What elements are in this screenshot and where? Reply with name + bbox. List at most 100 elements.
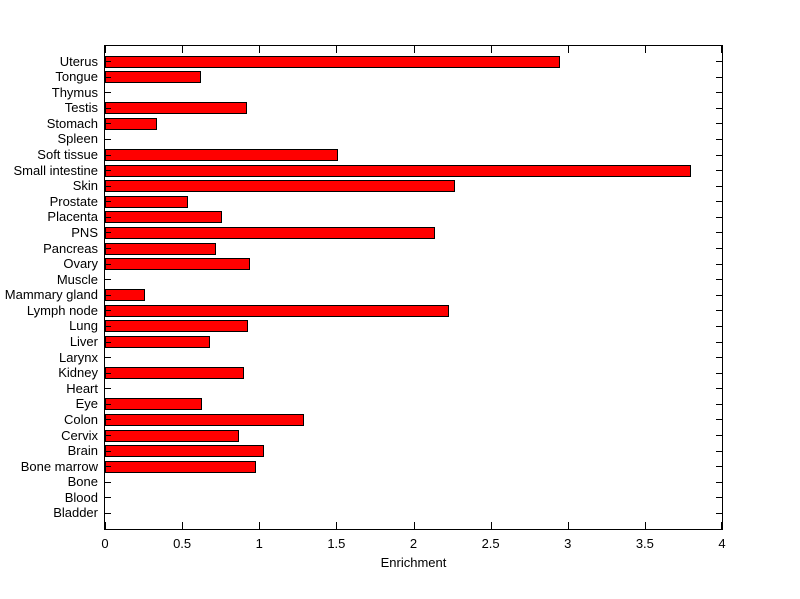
y-tick-left-thymus xyxy=(105,92,111,94)
bar-colon xyxy=(105,413,304,426)
y-tick-right-ovary xyxy=(716,263,722,265)
x-tick-bottom-2.5 xyxy=(490,522,492,529)
x-tick-top-0.5 xyxy=(182,46,184,53)
y-tick-right-placenta xyxy=(716,216,722,218)
x-tick-top-1.5 xyxy=(336,46,338,53)
y-tick-left-colon xyxy=(105,419,111,421)
y-tick-right-mammary-gland xyxy=(716,294,722,296)
y-tick-left-pns xyxy=(105,232,111,234)
bar-placenta xyxy=(105,211,223,224)
bar-lung xyxy=(105,320,249,333)
y-tick-left-small-intestine xyxy=(105,170,111,172)
bar-soft-tissue xyxy=(105,149,338,162)
x-tick-top-1 xyxy=(259,46,261,53)
bar-pns xyxy=(105,226,436,239)
y-label-liver: Liver xyxy=(69,334,98,350)
y-tick-left-kidney xyxy=(105,372,111,374)
y-tick-left-mammary-gland xyxy=(105,294,111,296)
plot-area xyxy=(104,45,723,530)
x-tick-label-2: 2 xyxy=(409,536,418,551)
y-tick-right-prostate xyxy=(716,201,722,203)
y-tick-right-thymus xyxy=(716,92,722,94)
bar-mammary-gland xyxy=(105,289,146,302)
bar-skin xyxy=(105,180,456,193)
y-tick-left-spleen xyxy=(105,138,111,140)
x-tick-top-2 xyxy=(413,46,415,53)
y-tick-left-testis xyxy=(105,107,111,109)
y-tick-left-pancreas xyxy=(105,248,111,250)
x-tick-label-3: 3 xyxy=(564,536,572,551)
y-label-cervix: Cervix xyxy=(61,427,98,443)
y-tick-right-small-intestine xyxy=(716,170,722,172)
y-tick-left-muscle xyxy=(105,279,111,281)
y-tick-right-bone xyxy=(716,481,722,483)
y-label-uterus: Uterus xyxy=(59,53,98,69)
x-tick-top-0 xyxy=(105,46,106,53)
x-tick-label-0.5: 0.5 xyxy=(173,536,192,551)
y-tick-left-uterus xyxy=(105,61,111,63)
y-tick-right-kidney xyxy=(716,372,722,374)
y-tick-right-lung xyxy=(716,325,722,327)
y-tick-left-cervix xyxy=(105,435,111,437)
y-label-spleen: Spleen xyxy=(57,131,98,147)
y-tick-right-spleen xyxy=(716,138,722,140)
x-axis-title: Enrichment xyxy=(380,555,447,570)
y-label-mammary-gland: Mammary gland xyxy=(4,287,98,303)
y-tick-right-blood xyxy=(716,497,722,499)
bar-uterus xyxy=(105,55,561,68)
bar-prostate xyxy=(105,195,189,208)
bar-testis xyxy=(105,102,247,115)
y-label-stomach: Stomach xyxy=(46,115,98,131)
x-tick-top-2.5 xyxy=(490,46,492,53)
x-tick-bottom-0.5 xyxy=(182,522,184,529)
x-tick-label-1: 1 xyxy=(255,536,263,551)
y-label-kidney: Kidney xyxy=(58,365,98,381)
x-tick-bottom-0 xyxy=(105,522,106,529)
x-tick-label-0: 0 xyxy=(101,536,109,551)
bar-liver xyxy=(105,336,210,349)
y-tick-left-skin xyxy=(105,185,111,187)
x-tick-bottom-1 xyxy=(259,522,261,529)
y-tick-right-eye xyxy=(716,403,722,405)
bar-small-intestine xyxy=(105,164,692,177)
bar-tongue xyxy=(105,71,201,84)
x-tick-label-1.5: 1.5 xyxy=(327,536,346,551)
y-tick-right-cervix xyxy=(716,435,722,437)
y-label-blood: Blood xyxy=(64,489,98,505)
y-label-eye: Eye xyxy=(75,396,98,412)
y-label-colon: Colon xyxy=(64,411,98,427)
y-label-bladder: Bladder xyxy=(53,505,98,521)
bar-cervix xyxy=(105,429,240,442)
x-tick-top-3.5 xyxy=(644,46,646,53)
bar-eye xyxy=(105,398,203,411)
y-label-brain: Brain xyxy=(67,443,98,459)
y-tick-right-lymph-node xyxy=(716,310,722,312)
y-tick-left-eye xyxy=(105,403,111,405)
x-tick-label-2.5: 2.5 xyxy=(481,536,500,551)
y-label-muscle: Muscle xyxy=(56,271,98,287)
y-tick-right-muscle xyxy=(716,279,722,281)
y-tick-right-brain xyxy=(716,450,722,452)
bar-kidney xyxy=(105,367,244,380)
y-label-ovary: Ovary xyxy=(63,256,98,272)
bar-brain xyxy=(105,445,264,458)
y-label-prostate: Prostate xyxy=(49,193,98,209)
y-tick-left-heart xyxy=(105,388,111,390)
y-tick-left-lymph-node xyxy=(105,310,111,312)
bar-ovary xyxy=(105,258,250,271)
y-label-bone: Bone xyxy=(67,474,98,490)
y-tick-left-lung xyxy=(105,325,111,327)
y-tick-right-heart xyxy=(716,388,722,390)
y-tick-left-soft-tissue xyxy=(105,154,111,156)
y-label-soft-tissue: Soft tissue xyxy=(37,147,98,163)
y-tick-right-tongue xyxy=(716,76,722,78)
y-tick-right-stomach xyxy=(716,123,722,125)
y-tick-left-larynx xyxy=(105,357,111,359)
y-tick-left-stomach xyxy=(105,123,111,125)
x-tick-bottom-4 xyxy=(721,522,722,529)
x-tick-bottom-1.5 xyxy=(336,522,338,529)
y-tick-left-blood xyxy=(105,497,111,499)
y-tick-right-larynx xyxy=(716,357,722,359)
y-tick-right-liver xyxy=(716,341,722,343)
y-tick-right-skin xyxy=(716,185,722,187)
